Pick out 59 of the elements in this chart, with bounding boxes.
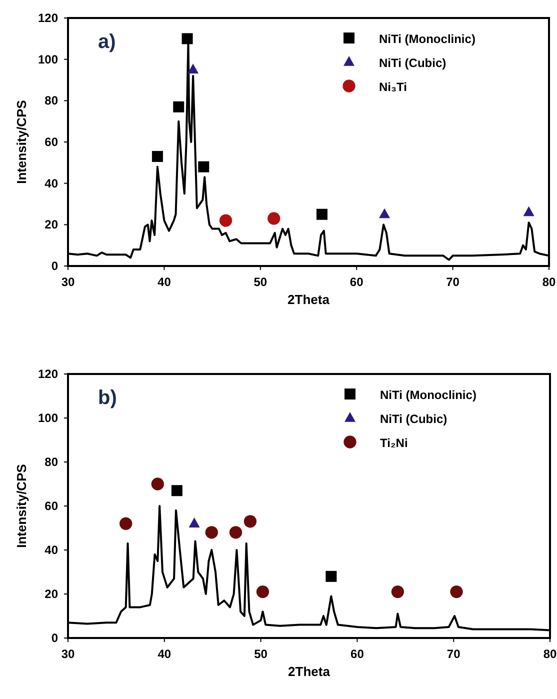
text: b) [98, 387, 117, 409]
y-tick-label: 100 [38, 52, 58, 66]
point [120, 517, 132, 530]
x-tick-label: 60 [350, 275, 364, 289]
point [523, 206, 534, 216]
x-tick-label: 80 [542, 275, 556, 289]
x-axis-title: 2Theta [288, 664, 331, 679]
point [268, 212, 280, 225]
point [188, 64, 199, 74]
legend-label: Ni₃Ti [379, 80, 407, 94]
y-tick-label: 0 [51, 631, 58, 645]
point [316, 208, 328, 220]
x-tick-label: 60 [350, 647, 364, 661]
y-tick-label: 80 [44, 455, 58, 469]
x-tick-label: 40 [158, 275, 172, 289]
y-tick-label: 40 [44, 176, 58, 190]
x-tick-label: 40 [158, 647, 172, 661]
x-axis-title: 2Theta [288, 292, 330, 307]
y-tick-label: 100 [38, 411, 58, 425]
y-tick-label: 120 [38, 11, 58, 25]
y-tick-label: 60 [44, 135, 58, 149]
legend-label: NiTi (Cubic) [380, 412, 448, 426]
legend-label: NiTi (Cubic) [379, 56, 446, 70]
y-tick-label: 40 [44, 543, 58, 557]
point [171, 485, 182, 496]
point [256, 585, 270, 598]
x-tick-label: 70 [446, 275, 460, 289]
point [188, 518, 200, 528]
y-tick-label: 60 [44, 499, 58, 513]
point [244, 515, 257, 528]
point [229, 526, 242, 539]
x-tick-label: 50 [254, 275, 268, 289]
y-axis-title: Intensity/CPS [14, 464, 29, 548]
point [152, 150, 163, 162]
point [219, 214, 232, 227]
y-tick-label: 120 [38, 367, 58, 381]
legend-label: Ti₂Ni [380, 436, 408, 450]
point [205, 526, 218, 539]
y-tick-label: 80 [44, 94, 58, 108]
x-tick-label: 70 [446, 647, 461, 661]
legend-label: NiTi (Monoclinic) [380, 388, 476, 402]
y-tick-label: 0 [51, 259, 58, 273]
point [391, 585, 404, 598]
x-tick-label: 50 [254, 647, 268, 661]
x-tick-label: 30 [61, 647, 75, 661]
y-axis-title: Intensity/CPS [14, 100, 29, 184]
y-tick-label: 20 [44, 218, 58, 232]
point [326, 570, 337, 582]
legend-label: NiTi (Monoclinic) [379, 32, 476, 46]
point [379, 208, 390, 218]
x-tick-label: 30 [61, 275, 75, 289]
x-tick-label: 80 [543, 647, 557, 661]
text: a) [98, 31, 116, 53]
point [198, 161, 210, 172]
point [173, 101, 184, 112]
point [450, 585, 463, 598]
point [151, 478, 164, 490]
y-tick-label: 20 [44, 587, 58, 601]
point [182, 33, 193, 44]
